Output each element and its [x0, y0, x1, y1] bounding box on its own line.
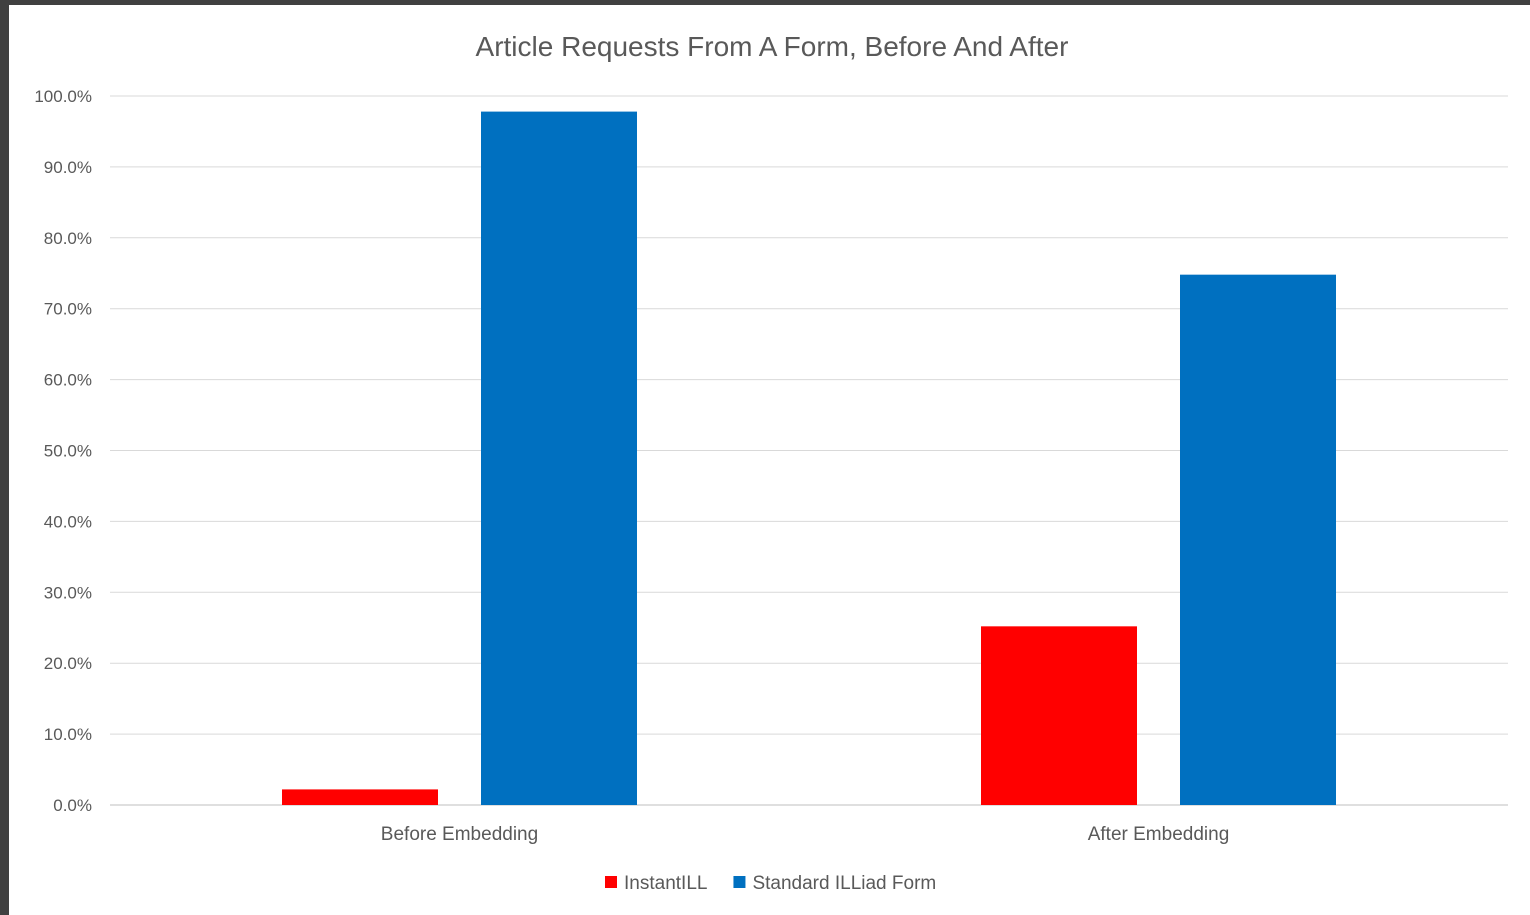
legend: InstantILL Standard ILLiad Form [605, 873, 936, 894]
y-tick-label: 80.0% [44, 229, 92, 248]
x-category-label: Before Embedding [381, 824, 538, 845]
chart-title: Article Requests From A Form, Before And… [476, 31, 1069, 62]
y-tick-label: 40.0% [44, 512, 92, 531]
y-tick-label: 0.0% [53, 796, 92, 815]
y-tick-label: 10.0% [44, 725, 92, 744]
x-axis-categories: Before Embedding After Embedding [381, 824, 1229, 845]
bar-instantill-0 [282, 789, 438, 805]
y-tick-label: 30.0% [44, 583, 92, 602]
y-tick-label: 70.0% [44, 300, 92, 319]
legend-swatch [733, 876, 746, 888]
y-tick-label: 20.0% [44, 654, 92, 673]
x-category-label: After Embedding [1088, 824, 1230, 845]
y-tick-label: 90.0% [44, 158, 92, 177]
gridlines [110, 95, 1508, 806]
y-tick-label: 100.0% [34, 87, 92, 106]
bar-instantill-1 [981, 626, 1137, 805]
y-tick-label: 50.0% [44, 442, 92, 461]
bar-standard-illiad-form-0 [481, 111, 637, 805]
bars [282, 111, 1336, 806]
bar-standard-illiad-form-1 [1180, 274, 1336, 806]
legend-label: InstantILL [624, 873, 707, 894]
y-tick-label: 60.0% [44, 371, 92, 390]
y-axis-ticks: 0.0% 10.0% 20.0% 30.0% 40.0% 50.0% 60.0% 70.0% 8… [34, 87, 92, 815]
legend-swatch [605, 876, 617, 888]
legend-label: Standard ILLiad Form [752, 873, 936, 894]
